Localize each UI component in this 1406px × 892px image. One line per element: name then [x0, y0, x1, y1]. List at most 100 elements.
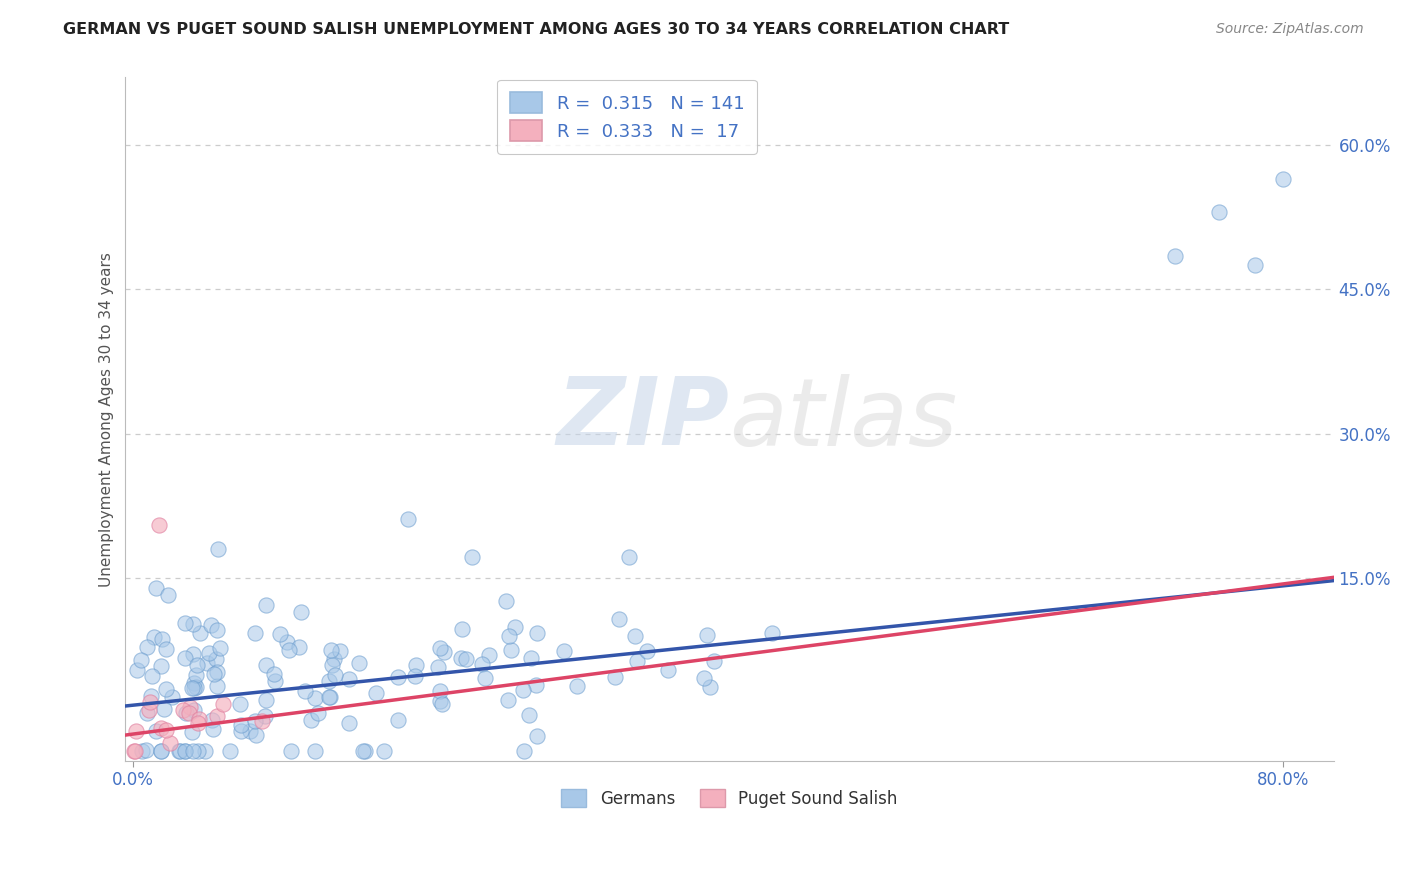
Point	[603, 670, 626, 684]
Point	[699, 680, 721, 694]
Point	[526, 625, 548, 640]
Point	[243, 714, 266, 728]
Point	[432, 697, 454, 711]
Point	[155, 723, 177, 737]
Point	[288, 640, 311, 654]
Point	[517, 707, 540, 722]
Point	[703, 654, 725, 668]
Point	[149, 658, 172, 673]
Point	[145, 581, 167, 595]
Point	[761, 626, 783, 640]
Text: GERMAN VS PUGET SOUND SALISH UNEMPLOYMENT AMONG AGES 30 TO 34 YEARS CORRELATION : GERMAN VS PUGET SOUND SALISH UNEMPLOYMEN…	[63, 22, 1010, 37]
Point	[181, 647, 204, 661]
Point	[387, 713, 409, 727]
Point	[495, 594, 517, 608]
Point	[155, 681, 177, 696]
Point	[294, 683, 316, 698]
Point	[239, 723, 262, 738]
Point	[208, 640, 231, 655]
Point	[200, 617, 222, 632]
Point	[553, 644, 575, 658]
Point	[138, 695, 160, 709]
Point	[352, 744, 374, 758]
Point	[450, 651, 472, 665]
Text: ZIP: ZIP	[557, 373, 730, 466]
Point	[183, 681, 205, 695]
Point	[229, 724, 252, 739]
Point	[129, 653, 152, 667]
Point	[183, 703, 205, 717]
Point	[307, 706, 329, 721]
Point	[245, 728, 267, 742]
Point	[657, 663, 679, 677]
Point	[181, 681, 204, 696]
Point	[471, 657, 494, 672]
Point	[172, 703, 194, 717]
Point	[207, 665, 229, 679]
Point	[212, 697, 235, 711]
Point	[136, 640, 159, 654]
Point	[318, 690, 340, 704]
Point	[693, 671, 716, 685]
Point	[304, 744, 326, 758]
Point	[187, 712, 209, 726]
Point	[169, 744, 191, 758]
Point	[263, 667, 285, 681]
Point	[696, 627, 718, 641]
Point	[195, 656, 218, 670]
Point	[202, 667, 225, 681]
Point	[254, 657, 277, 672]
Point	[181, 616, 204, 631]
Point	[205, 652, 228, 666]
Point	[299, 713, 322, 727]
Point	[429, 684, 451, 698]
Point	[461, 550, 484, 565]
Point	[207, 623, 229, 637]
Point	[253, 709, 276, 723]
Point	[135, 743, 157, 757]
Point	[205, 680, 228, 694]
Point	[254, 693, 277, 707]
Point	[181, 725, 204, 739]
Point	[186, 658, 208, 673]
Y-axis label: Unemployment Among Ages 30 to 34 years: Unemployment Among Ages 30 to 34 years	[100, 252, 114, 587]
Point	[321, 642, 343, 657]
Point	[219, 744, 242, 758]
Text: atlas: atlas	[730, 374, 957, 465]
Point	[184, 668, 207, 682]
Point	[451, 622, 474, 636]
Point	[176, 706, 198, 720]
Point	[304, 690, 326, 705]
Point	[205, 709, 228, 723]
Point	[429, 641, 451, 656]
Point	[174, 744, 197, 758]
Point	[323, 652, 346, 666]
Point	[373, 744, 395, 758]
Point	[183, 676, 205, 690]
Point	[187, 715, 209, 730]
Point	[512, 682, 534, 697]
Point	[323, 667, 346, 681]
Point	[387, 669, 409, 683]
Point	[1272, 171, 1295, 186]
Point	[496, 693, 519, 707]
Point	[150, 744, 173, 758]
Point	[159, 736, 181, 750]
Point	[349, 657, 371, 671]
Point	[524, 678, 547, 692]
Point	[1208, 205, 1230, 219]
Point	[201, 713, 224, 727]
Point	[626, 654, 648, 668]
Point	[280, 744, 302, 758]
Point	[433, 645, 456, 659]
Point	[202, 722, 225, 736]
Legend: Germans, Puget Sound Salish: Germans, Puget Sound Salish	[555, 783, 904, 814]
Point	[254, 598, 277, 612]
Point	[513, 744, 536, 758]
Point	[617, 549, 640, 564]
Point	[188, 626, 211, 640]
Point	[184, 680, 207, 694]
Point	[141, 689, 163, 703]
Point	[138, 703, 160, 717]
Point	[167, 744, 190, 758]
